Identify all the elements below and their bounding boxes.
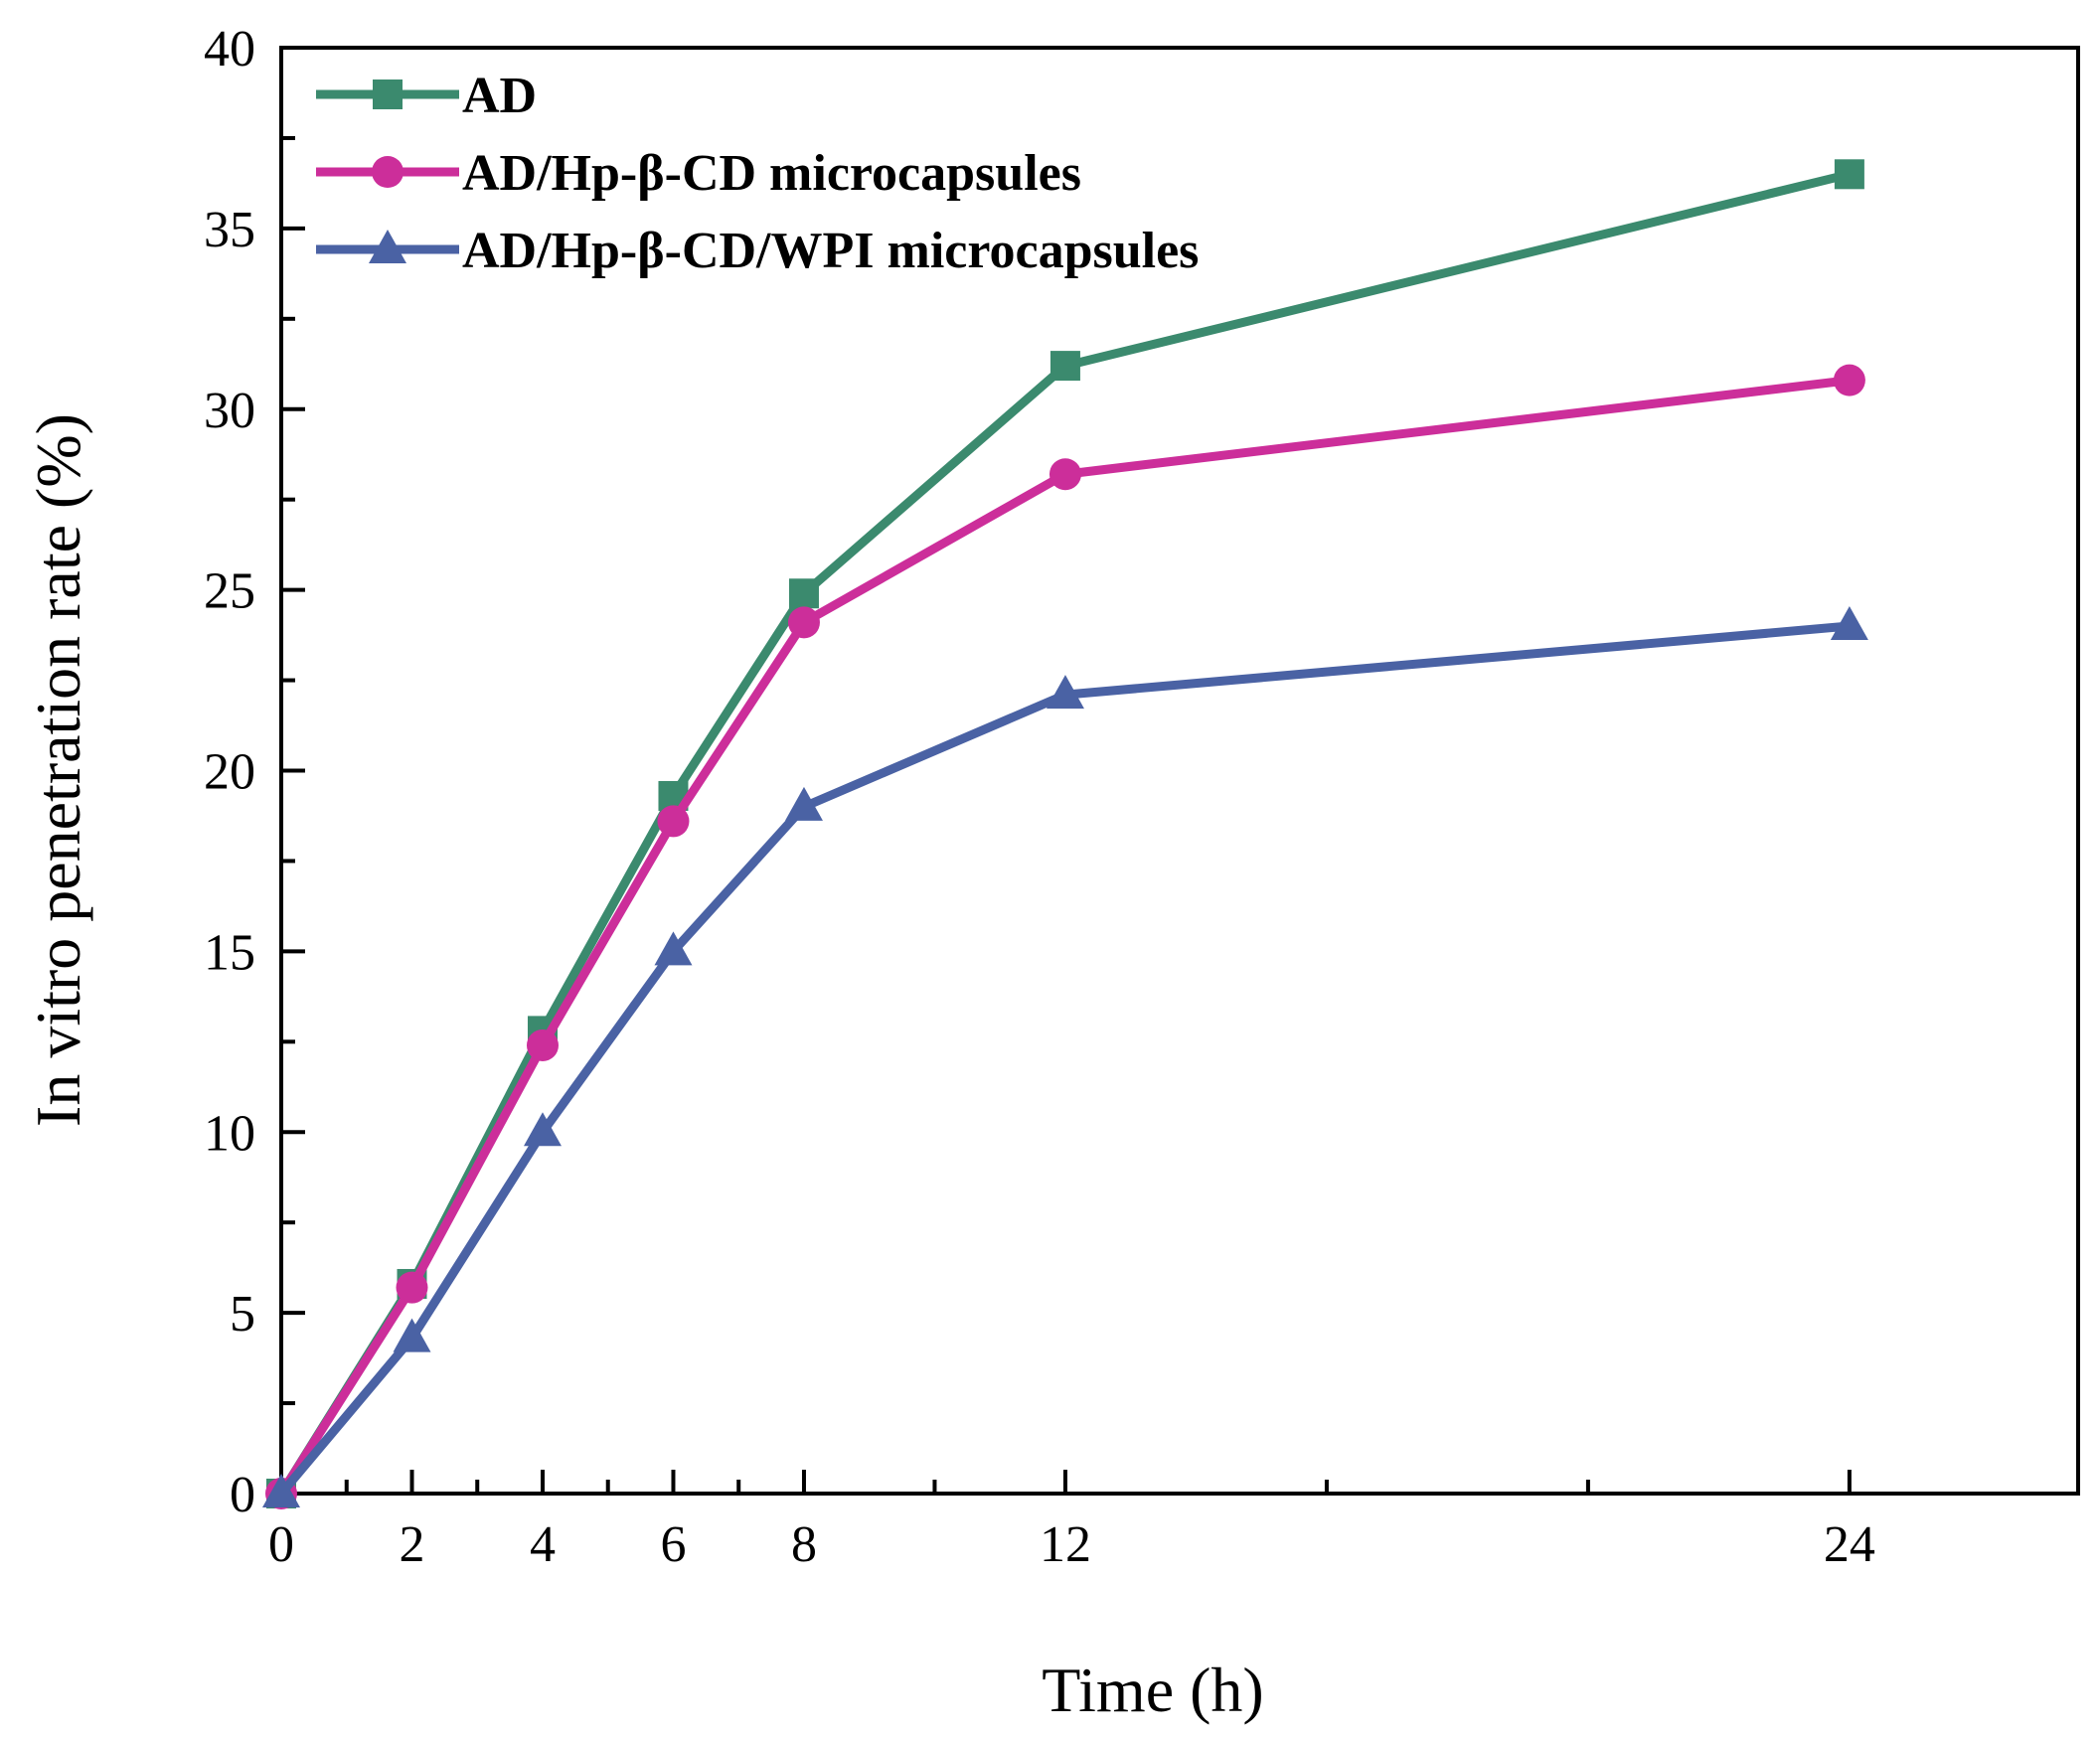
data-point — [784, 786, 823, 821]
x-tick-label: 0 — [268, 1516, 294, 1573]
x-axis-ticks: 0 2 4 6 8 12 24 — [268, 1470, 1875, 1573]
legend-marker — [369, 230, 406, 263]
y-tick-label: 30 — [204, 383, 255, 439]
series-line-3 — [277, 621, 1851, 1497]
x-tick-label: 2 — [399, 1516, 424, 1573]
legend-label: AD — [462, 68, 537, 124]
x-tick-label: 6 — [660, 1516, 686, 1573]
data-point — [262, 1474, 300, 1507]
series-line-2 — [277, 376, 1851, 1497]
y-tick-label: 25 — [204, 563, 255, 620]
y-tick-label: 40 — [204, 21, 255, 78]
x-tick-label: 24 — [1824, 1516, 1875, 1573]
data-point — [1834, 159, 1864, 190]
x-tick-label: 4 — [530, 1516, 556, 1573]
legend-label: AD/Hp-β-CD microcapsules — [462, 145, 1081, 202]
x-tick-label: 12 — [1040, 1516, 1091, 1573]
data-point — [1050, 351, 1080, 382]
y-tick-label: 10 — [204, 1105, 255, 1162]
data-point — [523, 1112, 562, 1147]
data-point — [787, 606, 820, 639]
data-point — [654, 931, 693, 966]
data-point — [1049, 458, 1081, 491]
x-tick-label: 8 — [791, 1516, 817, 1573]
y-tick-label: 5 — [230, 1286, 255, 1343]
data-point — [1046, 675, 1084, 710]
x-axis-title: Time (h) — [1042, 1655, 1263, 1725]
data-point — [788, 578, 819, 609]
y-tick-label: 35 — [204, 202, 255, 258]
legend-label: AD/Hp-β-CD/WPI microcapsules — [462, 223, 1199, 279]
legend: AD AD/Hp-β-CD microcapsules AD/Hp-β-CD/WPI… — [316, 68, 1199, 279]
legend-marker — [373, 79, 403, 109]
data-point — [1833, 364, 1865, 396]
series-layer — [262, 159, 1868, 1509]
y-tick-label: 0 — [230, 1467, 255, 1523]
data-point — [393, 1318, 431, 1352]
y-tick-label: 20 — [204, 744, 255, 801]
y-axis-ticks: 0 5 10 15 20 25 30 35 40 — [204, 21, 305, 1523]
legend-marker — [372, 156, 404, 188]
data-point — [526, 1028, 559, 1061]
data-point — [657, 805, 690, 838]
y-tick-label: 15 — [204, 924, 255, 981]
data-point — [1830, 606, 1868, 640]
data-point — [396, 1271, 428, 1304]
y-axis-title: In vitro penetration rate (%) — [23, 413, 93, 1127]
